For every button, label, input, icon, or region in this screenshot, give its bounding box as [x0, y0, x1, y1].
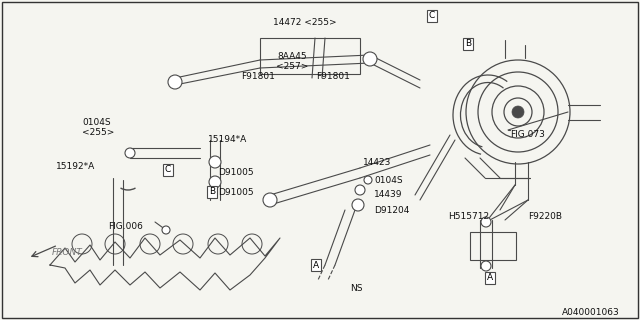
Bar [470, 232, 516, 260]
Text: C: C [165, 165, 171, 174]
Text: B: B [209, 188, 215, 196]
Text: D91204: D91204 [374, 206, 410, 215]
Text: F91801: F91801 [241, 72, 275, 81]
Circle shape [512, 106, 524, 118]
Text: C: C [429, 12, 435, 20]
Text: F9220B: F9220B [528, 212, 562, 221]
Circle shape [364, 176, 372, 184]
Text: B: B [465, 39, 471, 49]
Text: 8AA45: 8AA45 [277, 52, 307, 61]
Text: D91005: D91005 [218, 188, 253, 197]
Bar [260, 38, 360, 74]
Text: 14472 <255>: 14472 <255> [273, 18, 337, 27]
Text: 15192*A: 15192*A [56, 162, 95, 171]
Text: 14439: 14439 [374, 190, 403, 199]
Text: 0104S: 0104S [82, 118, 111, 127]
Text: <255>: <255> [82, 128, 115, 137]
Text: FIG.073: FIG.073 [510, 130, 545, 139]
Text: NS: NS [350, 284, 362, 293]
Circle shape [263, 193, 277, 207]
Circle shape [209, 176, 221, 188]
Circle shape [168, 75, 182, 89]
Text: FRONT: FRONT [52, 248, 83, 257]
Text: F91801: F91801 [316, 72, 350, 81]
Text: <257>: <257> [276, 62, 308, 71]
Circle shape [162, 226, 170, 234]
Text: FIG.006: FIG.006 [108, 222, 143, 231]
Text: 0104S: 0104S [374, 176, 403, 185]
Text: A: A [487, 274, 493, 283]
Circle shape [355, 185, 365, 195]
Circle shape [363, 52, 377, 66]
Text: A040001063: A040001063 [563, 308, 620, 317]
Text: D91005: D91005 [218, 168, 253, 177]
Text: A: A [313, 260, 319, 269]
Circle shape [352, 199, 364, 211]
Circle shape [125, 148, 135, 158]
Circle shape [209, 156, 221, 168]
Circle shape [481, 261, 491, 271]
Text: 14423: 14423 [363, 158, 392, 167]
Text: 15194*A: 15194*A [208, 135, 247, 144]
Circle shape [481, 217, 491, 227]
Text: H515712: H515712 [448, 212, 489, 221]
